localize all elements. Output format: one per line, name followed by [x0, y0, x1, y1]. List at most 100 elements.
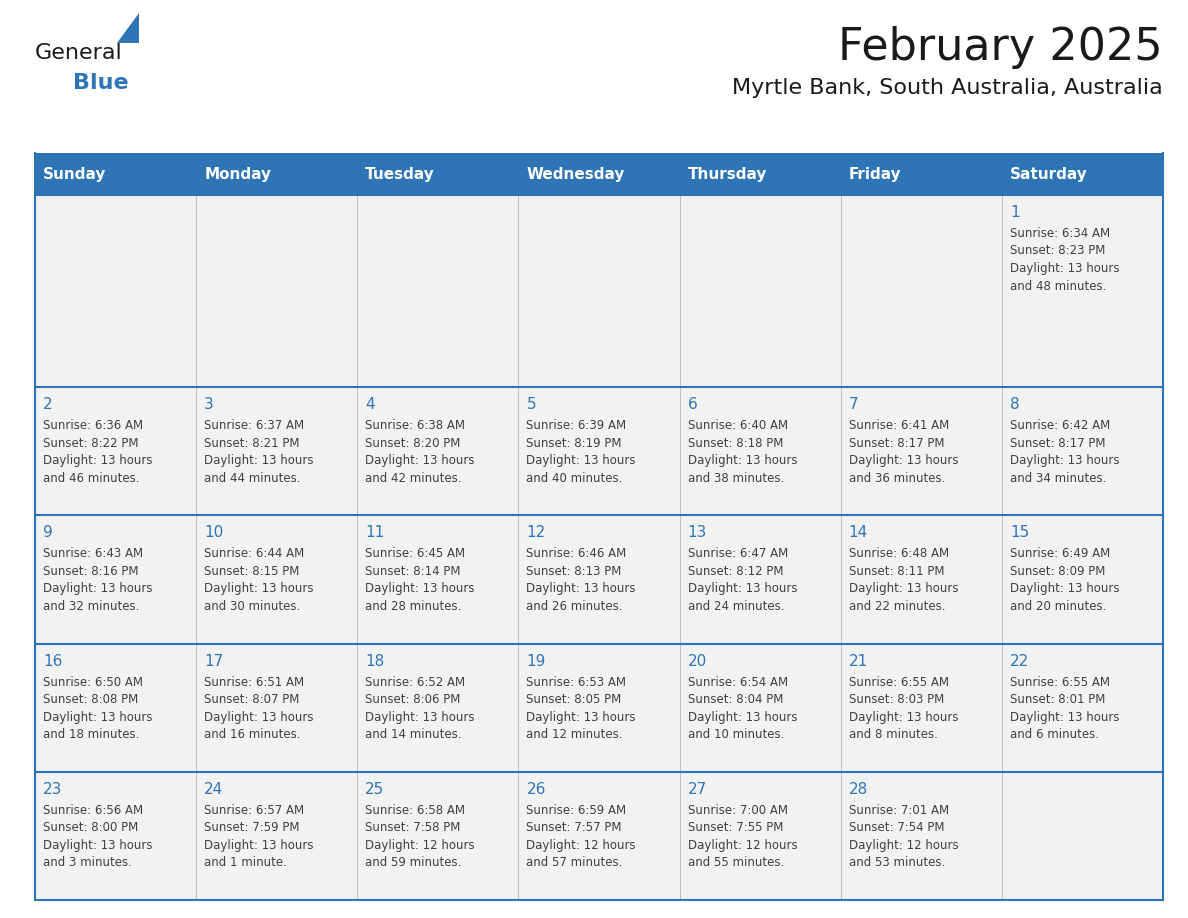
Text: 9: 9	[43, 525, 52, 541]
Bar	[518, 644, 680, 772]
Bar	[680, 195, 841, 387]
Polygon shape	[116, 13, 139, 43]
Bar	[841, 195, 1001, 387]
Text: Sunrise: 6:36 AM
Sunset: 8:22 PM
Daylight: 13 hours
and 46 minutes.: Sunrise: 6:36 AM Sunset: 8:22 PM Dayligh…	[43, 420, 152, 485]
Bar	[196, 195, 358, 387]
Text: 15: 15	[1010, 525, 1029, 541]
Text: Wednesday: Wednesday	[526, 166, 625, 182]
Bar	[34, 644, 196, 772]
Bar	[518, 772, 680, 900]
Bar	[1001, 644, 1163, 772]
Bar	[841, 387, 1001, 515]
Text: Sunrise: 6:58 AM
Sunset: 7:58 PM
Daylight: 12 hours
and 59 minutes.: Sunrise: 6:58 AM Sunset: 7:58 PM Dayligh…	[365, 804, 475, 869]
Text: 24: 24	[204, 782, 223, 797]
Text: Sunrise: 6:45 AM
Sunset: 8:14 PM
Daylight: 13 hours
and 28 minutes.: Sunrise: 6:45 AM Sunset: 8:14 PM Dayligh…	[365, 547, 475, 613]
Bar	[518, 515, 680, 644]
Bar	[34, 515, 196, 644]
Bar	[196, 772, 358, 900]
Bar	[34, 195, 196, 387]
Text: General: General	[34, 43, 122, 63]
Text: 17: 17	[204, 654, 223, 668]
Bar	[680, 515, 841, 644]
Text: Sunrise: 6:34 AM
Sunset: 8:23 PM
Daylight: 13 hours
and 48 minutes.: Sunrise: 6:34 AM Sunset: 8:23 PM Dayligh…	[1010, 227, 1119, 293]
Text: Sunrise: 6:40 AM
Sunset: 8:18 PM
Daylight: 13 hours
and 38 minutes.: Sunrise: 6:40 AM Sunset: 8:18 PM Dayligh…	[688, 420, 797, 485]
Text: Friday: Friday	[848, 166, 902, 182]
Bar	[358, 195, 518, 387]
Text: Sunrise: 6:50 AM
Sunset: 8:08 PM
Daylight: 13 hours
and 18 minutes.: Sunrise: 6:50 AM Sunset: 8:08 PM Dayligh…	[43, 676, 152, 741]
Text: Sunrise: 7:01 AM
Sunset: 7:54 PM
Daylight: 12 hours
and 53 minutes.: Sunrise: 7:01 AM Sunset: 7:54 PM Dayligh…	[848, 804, 959, 869]
Bar	[841, 772, 1001, 900]
Text: Sunrise: 6:59 AM
Sunset: 7:57 PM
Daylight: 12 hours
and 57 minutes.: Sunrise: 6:59 AM Sunset: 7:57 PM Dayligh…	[526, 804, 636, 869]
Text: Tuesday: Tuesday	[365, 166, 435, 182]
Text: 16: 16	[43, 654, 63, 668]
Bar	[196, 644, 358, 772]
Bar	[518, 195, 680, 387]
Text: 5: 5	[526, 397, 536, 412]
Text: Sunrise: 6:38 AM
Sunset: 8:20 PM
Daylight: 13 hours
and 42 minutes.: Sunrise: 6:38 AM Sunset: 8:20 PM Dayligh…	[365, 420, 475, 485]
Bar	[196, 515, 358, 644]
Bar	[1001, 195, 1163, 387]
Text: 25: 25	[365, 782, 385, 797]
Text: 27: 27	[688, 782, 707, 797]
Text: 18: 18	[365, 654, 385, 668]
Text: 6: 6	[688, 397, 697, 412]
Text: Sunrise: 6:55 AM
Sunset: 8:03 PM
Daylight: 13 hours
and 8 minutes.: Sunrise: 6:55 AM Sunset: 8:03 PM Dayligh…	[848, 676, 959, 741]
Text: Sunrise: 6:44 AM
Sunset: 8:15 PM
Daylight: 13 hours
and 30 minutes.: Sunrise: 6:44 AM Sunset: 8:15 PM Dayligh…	[204, 547, 314, 613]
Text: Sunrise: 6:51 AM
Sunset: 8:07 PM
Daylight: 13 hours
and 16 minutes.: Sunrise: 6:51 AM Sunset: 8:07 PM Dayligh…	[204, 676, 314, 741]
Bar	[680, 644, 841, 772]
Bar	[196, 387, 358, 515]
Text: 12: 12	[526, 525, 545, 541]
Text: Blue: Blue	[72, 73, 128, 93]
Text: 22: 22	[1010, 654, 1029, 668]
Bar	[1001, 515, 1163, 644]
Text: February 2025: February 2025	[839, 26, 1163, 69]
Text: Sunrise: 6:37 AM
Sunset: 8:21 PM
Daylight: 13 hours
and 44 minutes.: Sunrise: 6:37 AM Sunset: 8:21 PM Dayligh…	[204, 420, 314, 485]
Text: 11: 11	[365, 525, 385, 541]
Text: Sunrise: 6:46 AM
Sunset: 8:13 PM
Daylight: 13 hours
and 26 minutes.: Sunrise: 6:46 AM Sunset: 8:13 PM Dayligh…	[526, 547, 636, 613]
Text: Sunrise: 6:47 AM
Sunset: 8:12 PM
Daylight: 13 hours
and 24 minutes.: Sunrise: 6:47 AM Sunset: 8:12 PM Dayligh…	[688, 547, 797, 613]
Text: 19: 19	[526, 654, 545, 668]
Text: 2: 2	[43, 397, 52, 412]
Text: Sunrise: 6:53 AM
Sunset: 8:05 PM
Daylight: 13 hours
and 12 minutes.: Sunrise: 6:53 AM Sunset: 8:05 PM Dayligh…	[526, 676, 636, 741]
Bar	[680, 772, 841, 900]
Text: 1: 1	[1010, 205, 1019, 220]
Bar	[518, 387, 680, 515]
Bar	[680, 387, 841, 515]
Text: Sunrise: 6:43 AM
Sunset: 8:16 PM
Daylight: 13 hours
and 32 minutes.: Sunrise: 6:43 AM Sunset: 8:16 PM Dayligh…	[43, 547, 152, 613]
Text: Sunrise: 6:54 AM
Sunset: 8:04 PM
Daylight: 13 hours
and 10 minutes.: Sunrise: 6:54 AM Sunset: 8:04 PM Dayligh…	[688, 676, 797, 741]
Bar	[841, 515, 1001, 644]
Bar	[358, 772, 518, 900]
Text: Sunday: Sunday	[43, 166, 107, 182]
Text: Sunrise: 6:41 AM
Sunset: 8:17 PM
Daylight: 13 hours
and 36 minutes.: Sunrise: 6:41 AM Sunset: 8:17 PM Dayligh…	[848, 420, 959, 485]
Bar	[34, 772, 196, 900]
Text: Myrtle Bank, South Australia, Australia: Myrtle Bank, South Australia, Australia	[732, 78, 1163, 98]
Text: Monday: Monday	[204, 166, 271, 182]
Text: Sunrise: 6:48 AM
Sunset: 8:11 PM
Daylight: 13 hours
and 22 minutes.: Sunrise: 6:48 AM Sunset: 8:11 PM Dayligh…	[848, 547, 959, 613]
Bar	[34, 387, 196, 515]
Text: Saturday: Saturday	[1010, 166, 1087, 182]
Bar	[358, 387, 518, 515]
Text: 28: 28	[848, 782, 868, 797]
Text: 10: 10	[204, 525, 223, 541]
Text: 23: 23	[43, 782, 63, 797]
Text: Sunrise: 6:52 AM
Sunset: 8:06 PM
Daylight: 13 hours
and 14 minutes.: Sunrise: 6:52 AM Sunset: 8:06 PM Dayligh…	[365, 676, 475, 741]
Text: Sunrise: 6:39 AM
Sunset: 8:19 PM
Daylight: 13 hours
and 40 minutes.: Sunrise: 6:39 AM Sunset: 8:19 PM Dayligh…	[526, 420, 636, 485]
Text: Sunrise: 6:57 AM
Sunset: 7:59 PM
Daylight: 13 hours
and 1 minute.: Sunrise: 6:57 AM Sunset: 7:59 PM Dayligh…	[204, 804, 314, 869]
Text: 21: 21	[848, 654, 868, 668]
Bar	[1001, 387, 1163, 515]
Text: 20: 20	[688, 654, 707, 668]
Text: 7: 7	[848, 397, 859, 412]
Text: 14: 14	[848, 525, 868, 541]
Text: Sunrise: 6:49 AM
Sunset: 8:09 PM
Daylight: 13 hours
and 20 minutes.: Sunrise: 6:49 AM Sunset: 8:09 PM Dayligh…	[1010, 547, 1119, 613]
Bar	[358, 644, 518, 772]
Text: Thursday: Thursday	[688, 166, 767, 182]
Bar	[34, 153, 1163, 195]
Bar	[358, 515, 518, 644]
Text: 3: 3	[204, 397, 214, 412]
Text: 8: 8	[1010, 397, 1019, 412]
Text: Sunrise: 6:56 AM
Sunset: 8:00 PM
Daylight: 13 hours
and 3 minutes.: Sunrise: 6:56 AM Sunset: 8:00 PM Dayligh…	[43, 804, 152, 869]
Text: 4: 4	[365, 397, 375, 412]
Text: Sunrise: 6:42 AM
Sunset: 8:17 PM
Daylight: 13 hours
and 34 minutes.: Sunrise: 6:42 AM Sunset: 8:17 PM Dayligh…	[1010, 420, 1119, 485]
Bar	[841, 644, 1001, 772]
Bar	[1001, 772, 1163, 900]
